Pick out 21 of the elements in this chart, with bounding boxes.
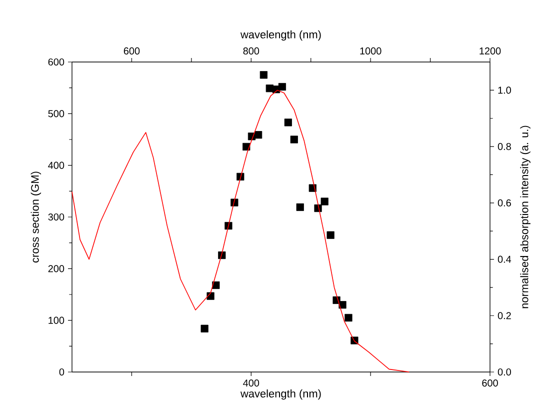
y-tick-label: 600: [48, 58, 64, 66]
y2-tick-label: 1.0: [498, 86, 511, 94]
y2-tick-label: 0.4: [498, 256, 512, 263]
y-axis-title: cross section (GM): [30, 172, 42, 263]
x2-tick-label: 1200: [480, 47, 501, 54]
y-tick-label: 500: [48, 110, 64, 118]
x2-tick-label: 1000: [360, 47, 382, 54]
y-tick-label: 100: [48, 316, 64, 324]
y-tick-label: 0: [59, 368, 64, 376]
y2-axis-title: normalised absorption intensity (a. u.): [520, 126, 530, 308]
y2-tick-label: 0.8: [498, 143, 511, 150]
y2-tick-label: 0.0: [498, 368, 511, 376]
y-tick-label: 300: [48, 213, 64, 221]
x-axis-title: wavelength (nm): [240, 389, 321, 400]
y-tick-label: 400: [48, 162, 64, 169]
x2-tick-label: 600: [124, 47, 140, 54]
x2-tick-label: 800: [243, 47, 260, 54]
x2-axis-title: wavelength (nm): [240, 30, 321, 41]
y2-tick-label: 0.2: [498, 312, 511, 320]
y2-tick-label: 0.6: [498, 199, 511, 206]
y-tick-label: 200: [48, 265, 64, 272]
